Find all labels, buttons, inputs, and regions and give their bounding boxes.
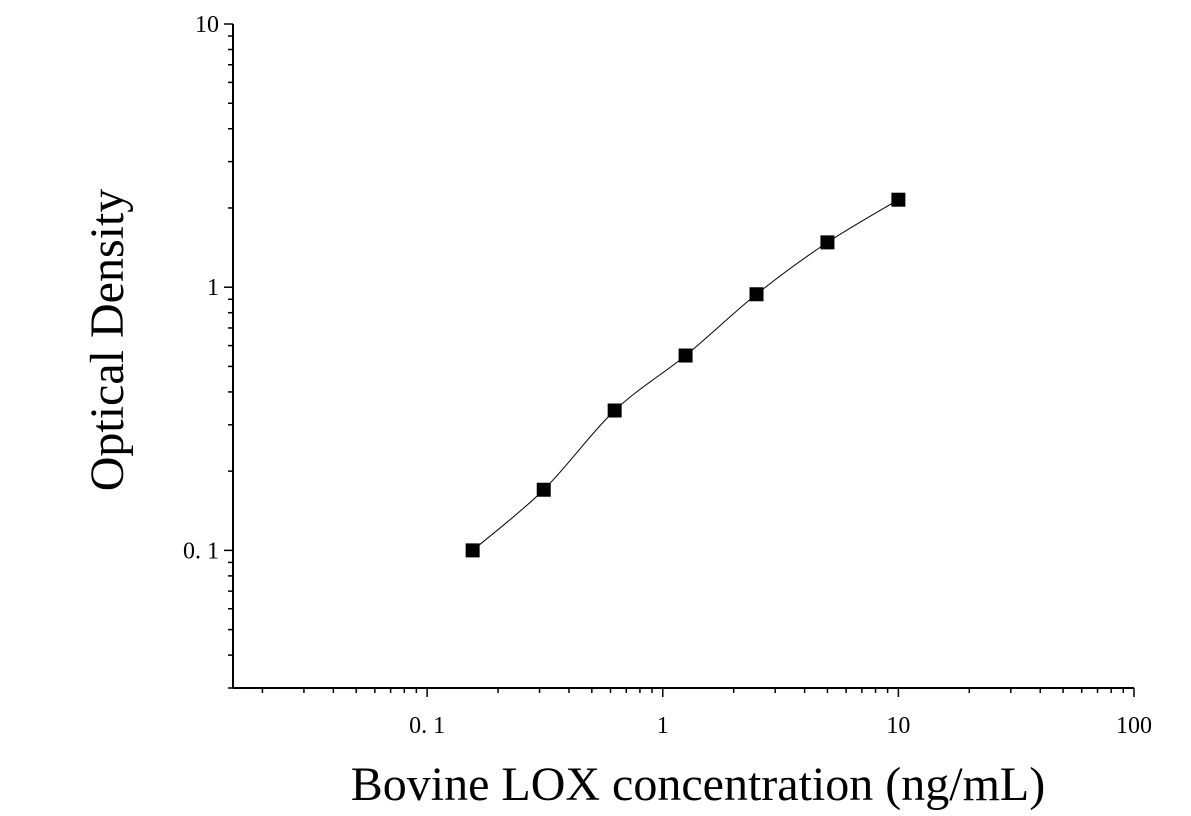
x-ticks <box>261 688 1135 697</box>
data-point <box>465 543 480 558</box>
data-point <box>891 192 906 207</box>
data-point <box>749 287 764 302</box>
data-point <box>607 403 622 418</box>
x-tick-labels: 0. 1 1 10 100 <box>409 713 1152 739</box>
y-axis-title: Optical Density <box>81 189 134 492</box>
y-tick-label: 10 <box>195 12 219 38</box>
x-tick-label: 10 <box>886 713 910 739</box>
axes <box>232 24 1134 689</box>
y-tick-labels: 0. 1 1 10 <box>183 12 219 564</box>
y-ticks <box>224 23 233 689</box>
x-tick-label: 0. 1 <box>409 713 445 739</box>
data-point <box>820 235 835 250</box>
fit-curve <box>472 199 899 551</box>
x-tick-label: 1 <box>657 713 669 739</box>
data-point <box>536 482 551 497</box>
data-markers <box>465 192 906 558</box>
data-point <box>678 348 693 363</box>
x-tick-label: 100 <box>1116 713 1152 739</box>
x-axis-title: Bovine LOX concentration (ng/mL) <box>351 758 1045 811</box>
y-tick-label: 1 <box>207 275 219 301</box>
y-tick-label: 0. 1 <box>183 538 219 564</box>
